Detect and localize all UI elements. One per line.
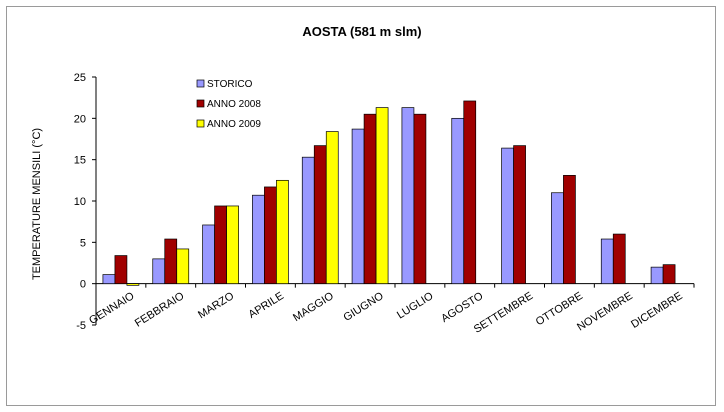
category-label: MAGGIO: [291, 290, 336, 324]
bars: [102, 100, 676, 286]
bar-anno-2009-gennaio: [126, 283, 140, 286]
legend-label: ANNO 2009: [207, 119, 261, 130]
category-label: MARZO: [196, 290, 236, 321]
y-tick-label: 10: [74, 196, 86, 208]
axes: [95, 77, 695, 325]
bar-anno-2008-dicembre: [662, 264, 676, 285]
bar-anno-2008-ottobre: [563, 175, 576, 285]
bar-storico-aprile: [252, 194, 265, 285]
y-tick-label: 20: [74, 113, 86, 125]
bar-storico-dicembre: [650, 266, 664, 285]
bar-anno-2009-marzo: [226, 205, 239, 285]
bar-anno-2008-agosto: [463, 100, 477, 285]
bar-storico-febbraio: [152, 258, 166, 285]
category-label: AGOSTO: [439, 290, 485, 325]
bar-anno-2008-novembre: [612, 233, 626, 285]
y-tick-label: -5: [76, 320, 86, 332]
legend-label: ANNO 2008: [207, 99, 261, 110]
bar-storico-novembre: [600, 238, 614, 285]
category-label: LUGLIO: [395, 290, 436, 322]
y-tick-label: 15: [74, 155, 86, 167]
bar-storico-luglio: [401, 107, 415, 285]
chart-title: AOSTA (581 m slm): [302, 24, 421, 39]
y-tick-label: 5: [80, 237, 86, 249]
bar-anno-2009-giugno: [375, 107, 389, 285]
legend-swatch: [196, 119, 205, 128]
bar-anno-2008-settembre: [513, 145, 526, 285]
legend-swatch: [196, 79, 205, 88]
y-tick-label: 25: [74, 72, 86, 84]
bar-storico-gennaio: [102, 274, 116, 285]
bar-anno-2009-maggio: [325, 131, 339, 285]
category-label: GIUGNO: [341, 290, 386, 324]
bar-anno-2008-gennaio: [114, 255, 128, 285]
category-label: APRILE: [246, 290, 286, 321]
bar-anno-2009-aprile: [276, 179, 289, 285]
bar-anno-2009-febbraio: [176, 248, 190, 285]
bar-storico-agosto: [451, 117, 465, 285]
legend-label: STORICO: [207, 79, 253, 90]
bar-anno-2008-luglio: [413, 113, 427, 285]
bar-anno-2008-febbraio: [164, 238, 178, 285]
bar-storico-maggio: [301, 156, 315, 285]
bar-anno-2008-maggio: [313, 145, 327, 285]
bar-anno-2008-aprile: [264, 186, 277, 285]
legend-swatch: [196, 99, 205, 108]
category-label: GENNAIO: [87, 290, 137, 327]
bar-storico-ottobre: [551, 192, 564, 285]
category-label: NOVEMBRE: [575, 290, 635, 334]
category-label: DICEMBRE: [629, 290, 685, 331]
bar-storico-settembre: [501, 147, 514, 285]
y-tick-label: 0: [80, 279, 86, 291]
y-axis-label: TEMPERATURE MENSILI (°C): [31, 128, 43, 280]
category-label: FEBBRAIO: [133, 290, 187, 330]
legend: STORICO ANNO 2008 ANNO 2009: [196, 79, 261, 130]
bar-anno-2008-marzo: [214, 205, 227, 285]
bar-storico-giugno: [351, 128, 365, 285]
bar-anno-2008-giugno: [363, 113, 377, 285]
bar-storico-marzo: [202, 224, 215, 285]
y-ticks: -5 0 5 10 15 20 25: [74, 72, 96, 332]
